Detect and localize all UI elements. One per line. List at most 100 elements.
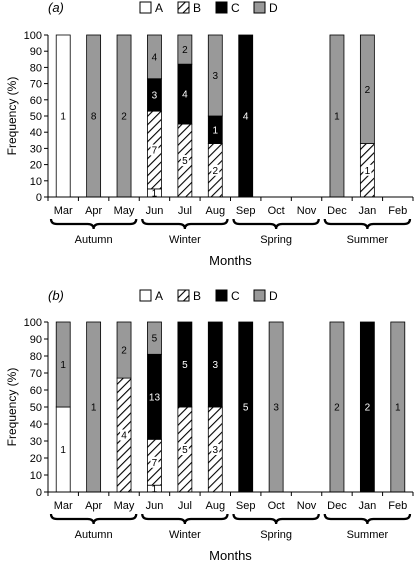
count-label: 1: [213, 125, 219, 136]
count-label-bg: [150, 456, 159, 468]
bar-segment-d-jun: [147, 34, 162, 80]
count-label: 1: [152, 188, 158, 199]
season-label-spring: Spring: [260, 234, 292, 246]
legend-label-b: B: [193, 289, 201, 303]
x-tick-label: Jun: [146, 500, 164, 512]
x-axis-label: Months: [209, 548, 252, 563]
season-label-autumn: Autumn: [75, 529, 113, 541]
count-label-bg: [363, 164, 372, 176]
y-tick-label: 0: [36, 192, 42, 204]
x-tick-label: Mar: [54, 205, 73, 217]
legend: A B C D: [139, 289, 278, 303]
y-tick-label: 100: [24, 30, 42, 42]
count-label: 4: [243, 112, 249, 123]
legend-label-b: B: [193, 1, 201, 15]
y-tick-label: 30: [30, 143, 42, 155]
legend-swatch-d: [253, 289, 266, 302]
x-tick-label: Dec: [327, 500, 347, 512]
count-label: 5: [182, 360, 188, 371]
x-tick-label: Jun: [146, 205, 164, 217]
y-tick-label: 100: [24, 317, 42, 329]
count-label: 3: [213, 360, 219, 371]
season-label-winter: Winter: [169, 529, 201, 541]
y-tick-label: 80: [30, 62, 42, 74]
count-label: 3: [213, 71, 219, 82]
count-label: 2: [334, 403, 340, 414]
count-label: 2: [182, 45, 188, 56]
season-brace: [141, 513, 229, 525]
season-label-summer: Summer: [347, 234, 389, 246]
y-tick-label: 0: [36, 487, 42, 499]
season-brace: [323, 513, 412, 525]
x-tick-label: Oct: [268, 205, 285, 217]
season-label-spring: Spring: [260, 529, 292, 541]
x-tick-label: Jan: [359, 500, 377, 512]
season-brace: [323, 218, 412, 230]
count-label-bg: [120, 429, 129, 441]
count-label: 1: [60, 445, 66, 456]
y-tick-label: 80: [30, 351, 42, 363]
count-label: 4: [152, 52, 158, 63]
x-tick-label: Feb: [388, 205, 407, 217]
x-tick-label: Dec: [327, 205, 347, 217]
y-tick-label: 60: [30, 385, 42, 397]
legend-swatch-c: [215, 289, 228, 302]
count-label-bg: [150, 144, 159, 156]
x-tick-label: Apr: [85, 205, 102, 217]
x-axis-label: Months: [209, 253, 252, 268]
y-tick-label: 30: [30, 436, 42, 448]
legend: A B C D: [139, 1, 278, 15]
y-axis-label: Frequency (%): [5, 77, 19, 156]
legend-swatch-a: [139, 1, 152, 14]
count-label: 1: [334, 112, 340, 123]
legend-label-a: A: [155, 1, 163, 15]
season-brace: [49, 513, 138, 525]
count-label: 3: [213, 445, 219, 456]
count-label: 3: [273, 403, 279, 414]
legend-swatch-d: [253, 1, 266, 14]
bar-segment-d-jun: [147, 321, 162, 355]
count-label: 3: [152, 90, 158, 101]
bar-segment-c-aug: [207, 321, 223, 408]
count-label: 2: [213, 166, 219, 177]
y-tick-label: 50: [30, 402, 42, 414]
x-tick-label: Aug: [206, 500, 226, 512]
x-tick-label: Nov: [297, 500, 317, 512]
x-tick-label: Jul: [178, 205, 192, 217]
count-label: 1: [60, 112, 66, 123]
bar-segment-d-jul: [177, 34, 193, 65]
season-label-summer: Summer: [347, 529, 389, 541]
legend-swatch-a: [139, 289, 152, 302]
season-brace: [49, 218, 138, 230]
count-label: 5: [243, 403, 249, 414]
count-label-bg: [180, 155, 189, 167]
x-tick-label: Nov: [297, 205, 317, 217]
season-label-winter: Winter: [169, 234, 201, 246]
bar-segment-d-jan: [359, 34, 375, 144]
count-label: 5: [182, 156, 188, 167]
x-tick-label: Aug: [206, 205, 226, 217]
x-tick-label: Sep: [236, 500, 256, 512]
count-label: 4: [121, 431, 127, 442]
legend-label-c: C: [231, 1, 240, 15]
bar-segment-c-jul: [177, 321, 193, 408]
y-tick-label: 60: [30, 95, 42, 107]
y-tick-label: 10: [30, 176, 42, 188]
count-label: 2: [121, 112, 127, 123]
count-label: 1: [395, 403, 401, 414]
count-label: 2: [365, 403, 371, 414]
count-label: 2: [121, 346, 127, 357]
legend-label-c: C: [231, 289, 240, 303]
y-tick-label: 40: [30, 419, 42, 431]
bar-segment-d-aug: [207, 34, 223, 117]
count-label-bg: [211, 164, 220, 176]
x-tick-label: May: [114, 500, 135, 512]
season-brace: [141, 218, 229, 230]
count-label: 7: [152, 458, 158, 469]
y-tick-label: 50: [30, 111, 42, 123]
count-label: 7: [152, 146, 158, 157]
count-label: 4: [182, 90, 188, 101]
count-label: 1: [365, 166, 371, 177]
chart-panel-b: (b) A B C D 0 10 20 30 40 50 60 70 80 90 100 Frequency (…: [5, 288, 414, 563]
